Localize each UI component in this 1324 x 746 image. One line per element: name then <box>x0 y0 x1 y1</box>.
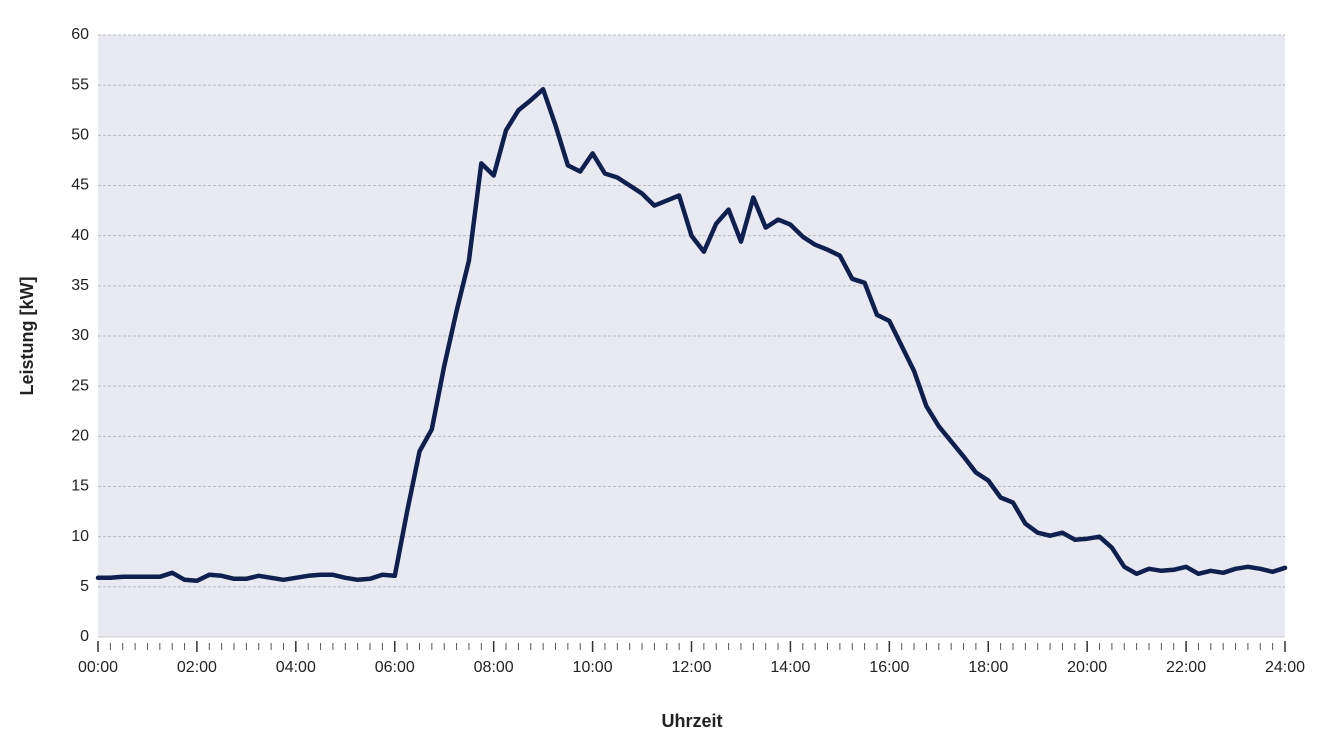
x-tick-label: 02:00 <box>177 659 217 676</box>
y-tick-label: 25 <box>71 377 89 394</box>
y-tick-label: 20 <box>71 428 89 445</box>
x-tick-label: 06:00 <box>375 659 415 676</box>
y-tick-label: 45 <box>71 177 89 194</box>
x-tick-label: 22:00 <box>1166 659 1206 676</box>
x-tick-label: 18:00 <box>968 659 1008 676</box>
x-tick-label: 16:00 <box>869 659 909 676</box>
data-line <box>95 86 1288 584</box>
x-axis-title: Uhrzeit <box>661 711 722 731</box>
y-tick-label: 55 <box>71 76 89 93</box>
y-tick-label: 30 <box>71 327 89 344</box>
plot-area <box>98 35 1285 637</box>
y-tick-label: 5 <box>80 578 89 595</box>
y-tick-label: 50 <box>71 127 89 144</box>
x-tick-label: 12:00 <box>671 659 711 676</box>
y-axis-title: Leistung [kW] <box>17 277 37 396</box>
x-tick-label: 00:00 <box>78 659 118 676</box>
y-tick-label: 60 <box>71 26 89 43</box>
x-tick-label: 24:00 <box>1265 659 1305 676</box>
x-tick-label: 20:00 <box>1067 659 1107 676</box>
x-tick-label: 08:00 <box>474 659 514 676</box>
y-tick-label: 10 <box>71 528 89 545</box>
x-tick-label: 04:00 <box>276 659 316 676</box>
x-tick-label: 14:00 <box>770 659 810 676</box>
x-tick-label: 10:00 <box>573 659 613 676</box>
y-tick-label: 35 <box>71 277 89 294</box>
y-tick-label: 40 <box>71 227 89 244</box>
y-tick-label: 15 <box>71 478 89 495</box>
y-tick-label: 0 <box>80 628 89 645</box>
